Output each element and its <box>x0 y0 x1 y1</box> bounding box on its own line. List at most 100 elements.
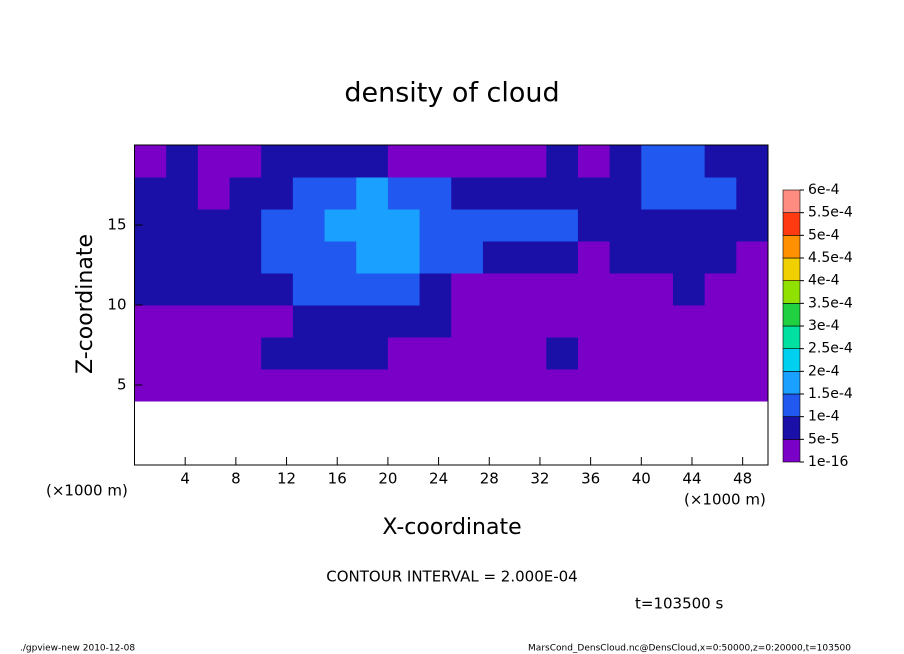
contour-cell <box>356 369 389 402</box>
contour-cell <box>419 337 452 370</box>
x-tick-label: 8 <box>231 470 241 488</box>
colorbar-label: 3.5e-4 <box>808 295 853 311</box>
contour-cell <box>324 241 357 274</box>
contour-cell <box>166 305 199 338</box>
contour-cell <box>451 305 484 338</box>
contour-cell <box>324 145 357 178</box>
colorbar-box <box>782 439 801 463</box>
contour-cell <box>451 273 484 306</box>
contour-cell <box>704 305 737 338</box>
contour-cell <box>356 145 389 178</box>
contour-cell <box>609 337 642 370</box>
contour-cell <box>577 241 611 274</box>
contour-cell <box>229 241 262 274</box>
colorbar-label: 4e-4 <box>808 273 840 289</box>
contour-cell <box>356 273 389 306</box>
contour-cell <box>261 241 294 274</box>
contour-cell <box>672 145 706 178</box>
contour-cell <box>577 145 611 178</box>
colorbar-box <box>782 235 801 259</box>
contour-cell <box>482 177 516 210</box>
contour-cell <box>672 177 706 210</box>
contour-cell <box>704 145 737 178</box>
contour-cell <box>324 273 357 306</box>
contour-cell <box>736 177 769 210</box>
colorbar-box <box>782 371 801 395</box>
contour-cell <box>641 369 674 402</box>
contour-cell <box>419 209 452 242</box>
contour-cell <box>736 273 769 306</box>
contour-cell <box>324 305 357 338</box>
colorbar-label: 4.5e-4 <box>808 250 853 266</box>
contour-cell <box>704 337 737 370</box>
contour-cell <box>577 369 611 402</box>
contour-cell <box>736 241 769 274</box>
contour-cell <box>292 305 326 338</box>
contour-cell <box>261 177 294 210</box>
colorbar-label: 5e-5 <box>808 431 839 447</box>
colorbar-label: 6e-4 <box>808 182 840 198</box>
contour-cell <box>609 209 642 242</box>
contour-cell <box>166 145 199 178</box>
colorbar-label: 1e-16 <box>808 454 848 470</box>
contour-cell <box>704 177 737 210</box>
time-label: t=103500 s <box>635 595 723 613</box>
contour-cell <box>736 337 769 370</box>
contour-cell <box>324 337 357 370</box>
x-tick-label: 24 <box>429 470 448 488</box>
contour-cell <box>229 177 262 210</box>
contour-cell <box>387 337 421 370</box>
contour-cell <box>387 273 421 306</box>
contour-cell <box>387 241 421 274</box>
contour-interval: CONTOUR INTERVAL = 2.000E-04 <box>326 568 577 586</box>
contour-cell <box>261 337 294 370</box>
contour-cell <box>609 177 642 210</box>
contour-cell <box>672 369 706 402</box>
contour-cell <box>672 337 706 370</box>
x-tick-label: 32 <box>530 470 549 488</box>
contour-cell <box>704 273 737 306</box>
x-unit: (×1000 m) <box>46 482 128 500</box>
colorbar-box <box>782 189 801 213</box>
contour-cell <box>514 337 547 370</box>
contour-cell <box>387 305 421 338</box>
contour-cell <box>577 273 611 306</box>
contour-cell <box>197 337 231 370</box>
contour-cell <box>577 305 611 338</box>
contour-cell <box>514 177 547 210</box>
contour-cell <box>482 241 516 274</box>
contour-cell <box>419 241 452 274</box>
contour-cell <box>704 209 737 242</box>
contour-cell <box>387 369 421 402</box>
contour-cell <box>641 177 674 210</box>
contour-cell <box>292 273 326 306</box>
contour-cell <box>292 209 326 242</box>
contour-cell <box>387 145 421 178</box>
contour-cell <box>546 369 579 402</box>
contour-cell <box>419 273 452 306</box>
contour-cell <box>451 177 484 210</box>
colorbar-label: 5.5e-4 <box>808 205 853 221</box>
colorbar-label: 3e-4 <box>808 318 840 334</box>
y-axis-label: Z-coordinate <box>73 234 98 374</box>
contour-cell <box>261 305 294 338</box>
contour-cell <box>229 209 262 242</box>
contour-cell <box>134 241 167 274</box>
contour-cell <box>451 241 484 274</box>
contour-cell <box>292 369 326 402</box>
colorbar-box <box>782 325 801 349</box>
contour-cell <box>292 337 326 370</box>
contour-cell <box>197 369 231 402</box>
contour-cell <box>197 241 231 274</box>
x-axis-label: X-coordinate <box>382 515 521 540</box>
contour-cell <box>451 145 484 178</box>
contour-cell <box>641 337 674 370</box>
x-tick-label: 48 <box>733 470 752 488</box>
contour-cell <box>134 177 167 210</box>
contour-cell <box>356 337 389 370</box>
colorbar-label: 5e-4 <box>808 227 840 243</box>
colorbar-box <box>782 393 801 417</box>
contour-cell <box>166 177 199 210</box>
x-tick-label: 4 <box>180 470 190 488</box>
